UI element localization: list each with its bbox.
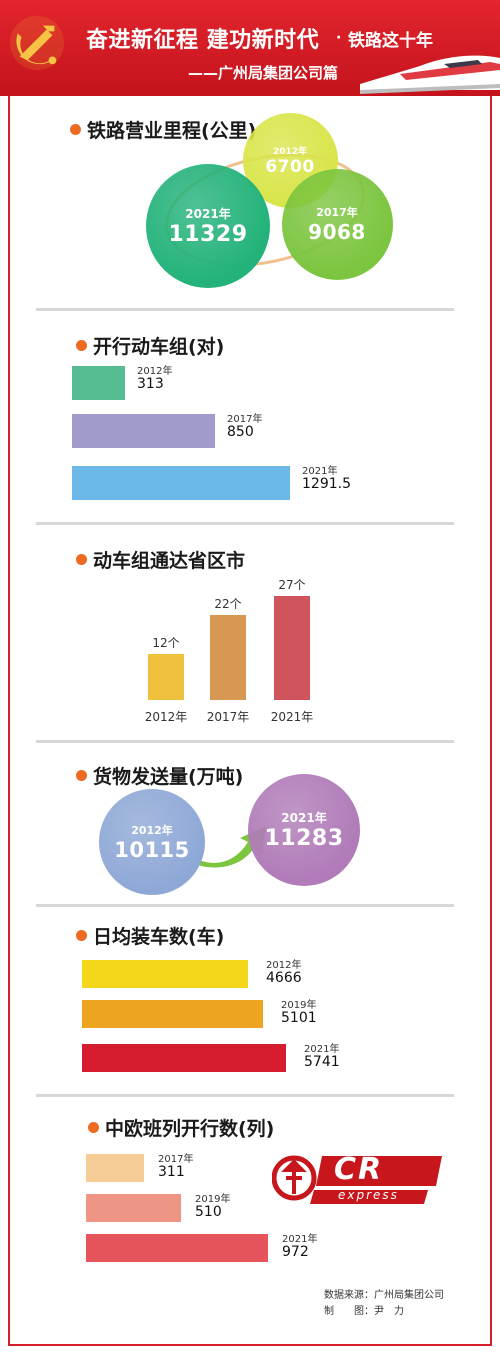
- banner-dot: ·: [336, 30, 342, 46]
- cr-logo-icon: [272, 1155, 442, 1204]
- bullet-icon: [76, 554, 87, 565]
- party-emblem-icon: [9, 15, 65, 71]
- emu-sets-title-text: 开行动车组(对): [93, 336, 225, 358]
- bar: [72, 366, 125, 400]
- daily-cars-title: 日均装车数(车): [76, 922, 224, 949]
- bubble-year: 2012年: [272, 146, 308, 157]
- bar: [72, 466, 290, 500]
- section-divider: [36, 904, 454, 907]
- china-europe-title: 中欧班列开行数(列): [88, 1114, 274, 1141]
- banner-title: 奋进新征程 建功新时代: [86, 27, 320, 53]
- bar: [210, 615, 246, 700]
- bar: [82, 960, 248, 988]
- bubble-year: 2017年: [316, 206, 358, 219]
- bar: [274, 596, 310, 700]
- bullet-icon: [76, 930, 87, 941]
- express-text: express: [338, 1188, 399, 1202]
- bar: [86, 1194, 181, 1222]
- bubble-value: 6700: [265, 156, 315, 177]
- cr-express-logo: CR express: [272, 1150, 442, 1208]
- mileage-title-text: 铁路营业里程(公里): [87, 120, 257, 142]
- bubble-year: 2021年: [281, 811, 327, 825]
- train-icon: [360, 55, 500, 94]
- bar-value-label: 4666: [266, 970, 302, 986]
- bubble-value: 10115: [114, 838, 190, 862]
- bar-value-label: 311: [158, 1164, 185, 1180]
- bar-year-label: 2012年: [137, 366, 173, 377]
- bubble-value: 11283: [264, 826, 344, 851]
- bar: [82, 1000, 263, 1028]
- bar-value-label: 5101: [281, 1010, 317, 1026]
- bar-year-label: 2017年: [158, 1154, 194, 1165]
- section-divider: [36, 522, 454, 525]
- header-banner: 奋进新征程 建功新时代 · 铁路这十年 ——广州局集团公司篇: [0, 0, 500, 96]
- bar-value-label: 5741: [304, 1054, 340, 1070]
- bar: [86, 1154, 144, 1182]
- bullet-icon: [70, 124, 81, 135]
- bubble: 2012年 10115: [99, 789, 205, 895]
- mileage-title: 铁路营业里程(公里): [70, 116, 256, 143]
- banner-byline: ——广州局集团公司篇: [188, 64, 339, 82]
- bar-category-label: 2012年: [144, 710, 188, 724]
- bubble: 2021年 11283: [248, 774, 360, 886]
- content-frame: [8, 96, 492, 1346]
- bar-year-label: 2021年: [282, 1234, 318, 1245]
- bar-value-label: 27个: [278, 578, 306, 592]
- bullet-icon: [88, 1122, 99, 1133]
- bar: [82, 1044, 286, 1072]
- bar: [86, 1234, 268, 1262]
- bubble-value: 9068: [308, 220, 366, 244]
- bullet-icon: [76, 770, 87, 781]
- bar-year-label: 2021年: [304, 1044, 340, 1055]
- bar-value-label: 22个: [214, 597, 242, 611]
- bar-category-label: 2021年: [270, 710, 314, 724]
- daily-cars-title-text: 日均装车数(车): [93, 926, 225, 948]
- bar-category-label: 2017年: [206, 710, 250, 724]
- bar-value-label: 313: [137, 376, 164, 392]
- bar: [72, 414, 215, 448]
- bar-year-label: 2019年: [281, 1000, 317, 1011]
- bubble-value: 11329: [168, 222, 248, 247]
- section-divider: [36, 740, 454, 743]
- bar-value-label: 510: [195, 1204, 222, 1220]
- bar-value-label: 1291.5: [302, 476, 351, 492]
- bar: [148, 654, 184, 700]
- bubble: 2021年 11329: [146, 164, 270, 288]
- bubble: 2017年 9068: [281, 168, 393, 280]
- freight-title: 货物发送量(万吨): [76, 762, 243, 789]
- cr-text: CR: [334, 1152, 384, 1187]
- provinces-title: 动车组通达省区市: [76, 546, 245, 573]
- section-divider: [36, 308, 454, 311]
- source-line: 数据来源：广州局集团公司: [324, 1290, 444, 1301]
- bubble-year: 2012年: [131, 824, 173, 837]
- freight-title-text: 货物发送量(万吨): [93, 766, 244, 788]
- section-divider: [36, 1094, 454, 1097]
- bar-year-label: 2021年: [302, 466, 338, 477]
- credit-line: 制 图：尹 力: [324, 1306, 404, 1317]
- bar-value-label: 972: [282, 1244, 309, 1260]
- bar-value-label: 850: [227, 424, 254, 440]
- bubble-year: 2021年: [185, 207, 231, 221]
- bar-year-label: 2017年: [227, 414, 263, 425]
- china-europe-title-text: 中欧班列开行数(列): [105, 1118, 275, 1140]
- bullet-icon: [76, 340, 87, 351]
- provinces-title-text: 动车组通达省区市: [93, 550, 246, 572]
- bar-year-label: 2019年: [195, 1194, 231, 1205]
- bar-year-label: 2012年: [266, 960, 302, 971]
- emu-sets-title: 开行动车组(对): [76, 332, 224, 359]
- bar-value-label: 12个: [152, 636, 180, 650]
- banner-subtitle: 铁路这十年: [348, 31, 433, 51]
